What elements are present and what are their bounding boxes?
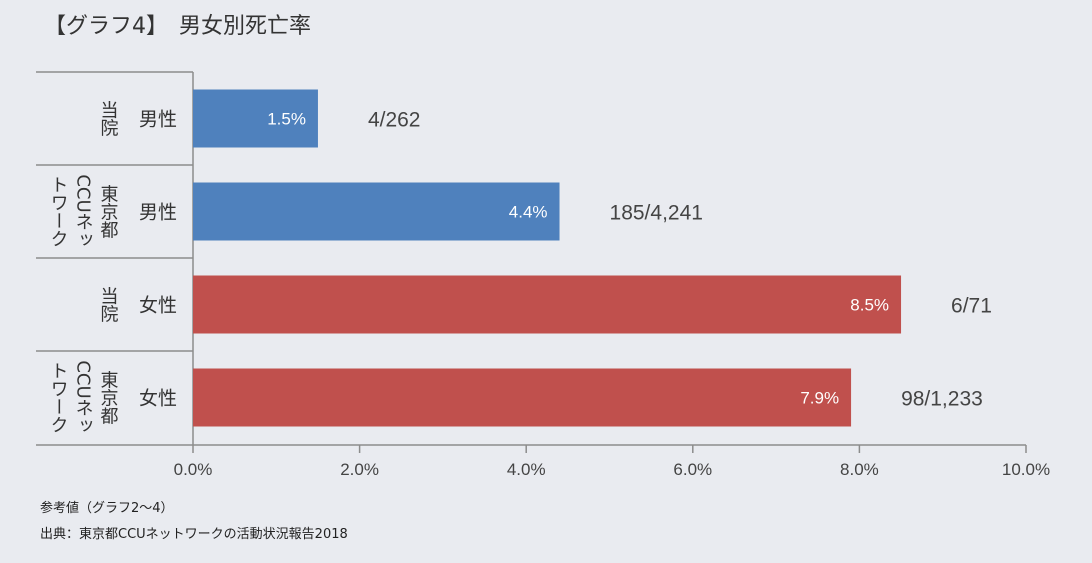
bar	[193, 182, 560, 241]
bar	[193, 368, 852, 427]
chart-title: 【グラフ4】 男女別死亡率	[44, 14, 311, 39]
group-label: トワーク	[48, 362, 69, 434]
x-tick-label: 2.0%	[340, 460, 379, 479]
x-tick-label: 0.0%	[174, 460, 213, 479]
sex-label: 女性	[139, 388, 177, 410]
count-label: 6/71	[951, 295, 992, 318]
x-tick-label: 10.0%	[1002, 460, 1050, 479]
chart-axes: 0.0% 2.0% 4.0% 6.0% 8.0% 10.0%	[36, 71, 1050, 479]
sex-label: 男性	[139, 202, 177, 224]
group-label: トワーク	[48, 176, 69, 248]
count-label: 185/4,241	[610, 202, 703, 225]
group-label: 当院	[98, 100, 119, 136]
bar-chart: 0.0% 2.0% 4.0% 6.0% 8.0% 10.0% 1.5% 4/262男性当院4…	[36, 71, 1050, 479]
group-label: CCUネッ	[73, 360, 94, 434]
data-label: 1.5%	[267, 110, 306, 129]
sex-label: 男性	[139, 109, 177, 131]
chart-footer: 参考値（グラフ2〜4） 出典：東京都CCUネットワークの活動状況報告2018	[40, 496, 348, 548]
data-label: 8.5%	[850, 296, 889, 315]
group-label: 東京都	[98, 370, 119, 424]
footnote-reference: 参考値（グラフ2〜4）	[40, 501, 174, 516]
data-label: 7.9%	[800, 389, 839, 408]
x-tick-label: 8.0%	[840, 460, 879, 479]
count-label: 98/1,233	[901, 388, 983, 411]
bar	[193, 275, 902, 334]
x-tick-label: 4.0%	[507, 460, 546, 479]
group-label: 東京都	[98, 184, 119, 238]
bar	[193, 89, 318, 148]
footnote-source: 出典：東京都CCUネットワークの活動状況報告2018	[40, 527, 348, 542]
group-label: CCUネッ	[73, 174, 94, 248]
x-tick-label: 6.0%	[673, 460, 712, 479]
group-label: 当院	[98, 286, 119, 322]
chart-bars	[193, 89, 902, 427]
sex-label: 女性	[139, 295, 177, 317]
data-label: 4.4%	[509, 203, 548, 222]
count-label: 4/262	[368, 109, 421, 132]
